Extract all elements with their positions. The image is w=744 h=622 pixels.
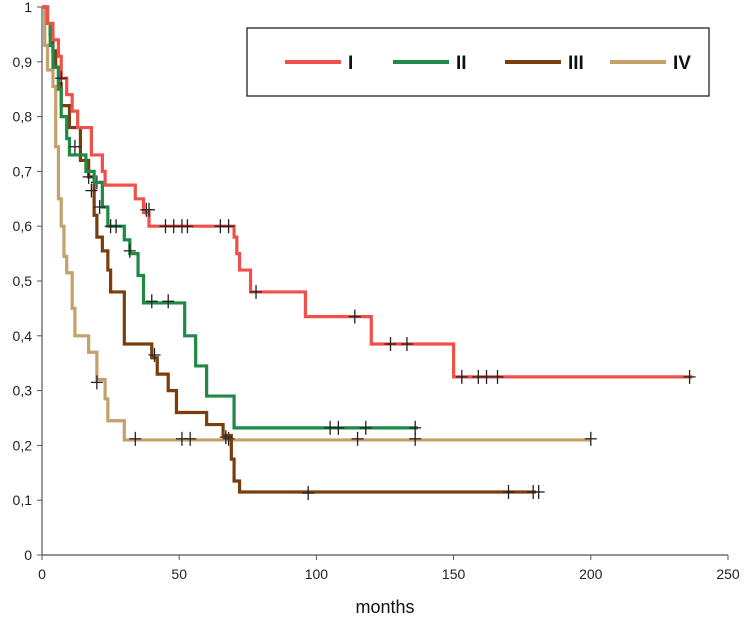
series-i: [42, 5, 696, 384]
y-tick-label: 0,6: [13, 218, 33, 234]
y-axis-ticks: 0 0,1 0,2 0,3 0,4 0,5 0,6 0,7 0,8 0,9 1: [13, 0, 42, 563]
censor-mark: [409, 420, 422, 435]
censor-mark: [491, 369, 504, 384]
censor-mark: [222, 219, 235, 234]
x-tick-label: 250: [716, 566, 740, 582]
x-tick-label: 50: [171, 566, 187, 582]
series-ii: [42, 5, 422, 435]
censor-mark: [302, 486, 315, 501]
censor-mark: [348, 309, 361, 324]
series-iv-line: [42, 5, 591, 442]
censor-mark: [129, 431, 142, 446]
y-tick-label: 1: [24, 0, 32, 15]
censor-mark: [143, 202, 156, 217]
censor-mark: [359, 420, 372, 435]
censor-mark: [162, 294, 175, 309]
legend-entry-i: I: [285, 53, 353, 74]
y-tick-label: 0,2: [13, 437, 33, 453]
legend-label: III: [568, 53, 584, 74]
y-tick-label: 0,3: [13, 383, 33, 399]
censor-mark: [250, 284, 263, 299]
x-axis-label: months: [355, 597, 414, 617]
legend-entry-iv: IV: [610, 53, 691, 74]
censor-mark: [93, 200, 106, 215]
censor-mark: [480, 369, 493, 384]
legend-label: IV: [673, 53, 691, 74]
censor-mark: [351, 431, 364, 446]
censor-mark: [85, 183, 98, 198]
censor-mark: [584, 431, 597, 446]
censor-mark: [384, 337, 397, 352]
censor-mark: [123, 243, 136, 258]
censor-mark: [148, 347, 161, 362]
censor-mark: [219, 430, 232, 445]
y-tick-label: 0,9: [13, 54, 33, 70]
censor-mark: [184, 431, 197, 446]
legend-label: I: [348, 53, 353, 74]
x-axis-ticks: 0 50 100 150 200 250: [38, 555, 740, 582]
censor-mark: [332, 420, 345, 435]
censor-mark: [110, 219, 123, 234]
series-i-line: [42, 5, 693, 379]
y-tick-label: 0,5: [13, 273, 33, 289]
y-tick-label: 0,1: [13, 492, 33, 508]
censor-mark: [683, 369, 696, 384]
censor-mark: [532, 484, 545, 499]
x-tick-label: 0: [38, 566, 46, 582]
legend-entry-ii: II: [393, 53, 467, 74]
censor-mark: [455, 369, 468, 384]
censor-mark: [145, 294, 158, 309]
legend: I II III IV: [246, 27, 710, 97]
y-tick-label: 0,8: [13, 109, 33, 125]
censor-mark: [68, 139, 81, 154]
legend-entry-iii: III: [505, 53, 584, 74]
y-tick-label: 0: [24, 547, 32, 563]
series-group: [42, 5, 696, 501]
x-tick-label: 100: [305, 566, 329, 582]
legend-label: II: [456, 53, 467, 74]
censor-mark: [181, 219, 194, 234]
censor-mark: [502, 484, 515, 499]
y-tick-label: 0,4: [13, 328, 33, 344]
censor-mark: [90, 375, 103, 390]
x-tick-label: 150: [442, 566, 466, 582]
censor-mark: [400, 337, 413, 352]
y-tick-label: 0,7: [13, 163, 33, 179]
x-tick-label: 200: [579, 566, 603, 582]
censor-mark: [55, 71, 68, 86]
